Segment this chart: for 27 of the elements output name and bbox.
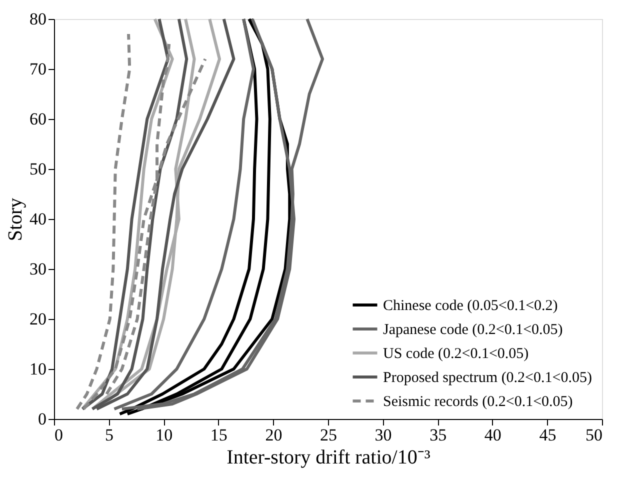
x-tick-label: 40 <box>484 426 502 444</box>
x-tick-label: 10 <box>156 426 173 444</box>
legend-label: Seismic records (0.2<0.1<0.05) <box>383 394 573 410</box>
y-tick-label: 10 <box>30 360 46 378</box>
y-tick-label: 80 <box>30 10 46 28</box>
x-tick-label: 25 <box>320 426 337 444</box>
x-tick-label: 15 <box>210 426 228 444</box>
x-tick-label: 30 <box>374 426 392 444</box>
x-axis-title: Inter-story drift ratio/10⁻³ <box>226 446 430 468</box>
y-tick-label: 30 <box>30 260 46 278</box>
x-tick-label: 20 <box>265 426 282 444</box>
y-tick-label: 60 <box>30 110 46 128</box>
x-tick-label: 45 <box>539 426 556 444</box>
x-tick-label: 35 <box>430 426 447 444</box>
y-tick-label: 50 <box>30 160 46 178</box>
legend-label: Japanese code (0.2<0.1<0.05) <box>383 322 563 338</box>
legend-label: Chinese code (0.05<0.1<0.2) <box>383 298 558 314</box>
x-tick-label: 5 <box>105 426 114 444</box>
y-axis-title: Story <box>4 198 26 242</box>
y-tick-label: 0 <box>38 410 46 428</box>
legend-label: US code (0.2<0.1<0.05) <box>383 346 529 362</box>
y-tick-label: 20 <box>30 310 46 328</box>
x-tick-label: 50 <box>586 426 602 444</box>
y-tick-label: 40 <box>30 210 46 228</box>
y-tick-label: 70 <box>30 60 46 78</box>
legend-label: Proposed spectrum (0.2<0.1<0.05) <box>383 370 592 386</box>
x-tick-label: 0 <box>54 426 63 444</box>
